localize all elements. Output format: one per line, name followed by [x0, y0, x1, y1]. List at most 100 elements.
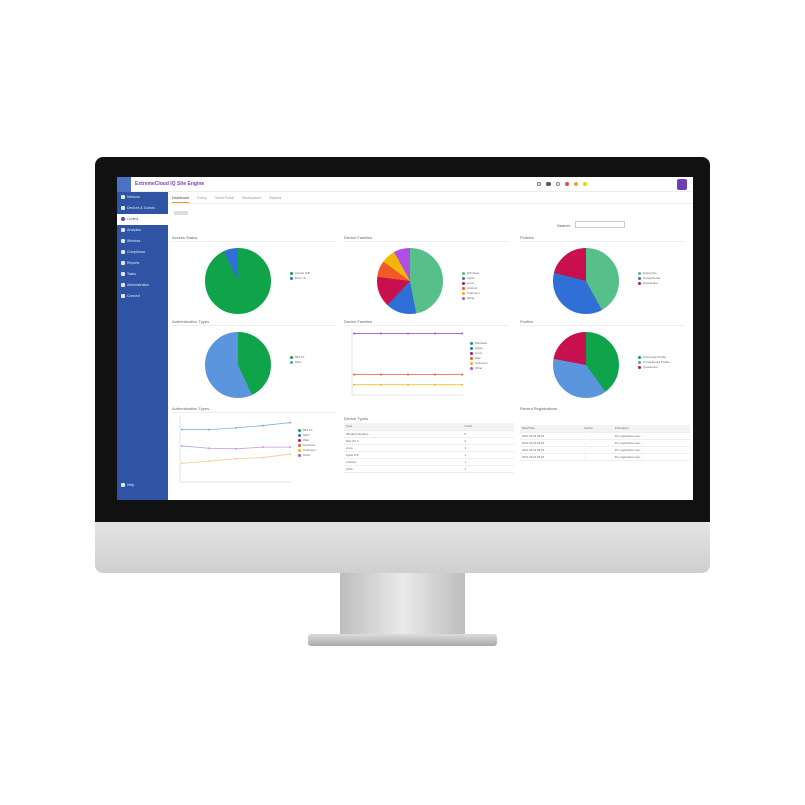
panel-title: Recent Registrations: [520, 406, 558, 411]
legend: Windows Apple Linux Mac Unknown Other: [470, 341, 488, 371]
legend-item[interactable]: Apple: [462, 276, 480, 281]
legend-item[interactable]: Enterprise Profile: [638, 355, 670, 360]
legend-item[interactable]: 802.1X: [298, 428, 316, 433]
data-point: [262, 456, 264, 459]
table-row[interactable]: 2021-05-02 09:18- Pre-registration user .…: [520, 432, 690, 440]
table-row[interactable]: 2021-05-02 09:18- Pre-registration user .…: [520, 446, 690, 454]
legend-label: 802.1X: [295, 355, 305, 359]
avatar[interactable]: [677, 179, 687, 190]
data-point: [461, 332, 463, 335]
column-header[interactable]: Date/Time: [520, 425, 583, 433]
search-icon[interactable]: [537, 182, 541, 186]
table-cell: 2021-05-02 09:18: [520, 446, 583, 454]
tab[interactable]: Reports: [269, 196, 282, 200]
legend-item[interactable]: Unknown: [470, 361, 488, 366]
table-cell: Linux: [344, 444, 463, 452]
data-point: [235, 426, 237, 429]
table-row[interactable]: Linux 1: [344, 444, 514, 452]
column-header[interactable]: Type: [344, 423, 463, 431]
column-header[interactable]: Count: [462, 423, 514, 431]
column-header[interactable]: Information: [612, 425, 690, 433]
legend-item[interactable]: Quarantine: [638, 365, 670, 370]
data-point: [235, 447, 237, 450]
legend-item[interactable]: 802.1X: [290, 355, 305, 360]
sidebar-item[interactable]: Reports: [117, 258, 168, 269]
warning-icon[interactable]: [574, 182, 578, 186]
chart-panel: Profiles Enterprise Profile Unregistered P…: [520, 319, 690, 403]
search-input[interactable]: [575, 221, 625, 228]
legend-item[interactable]: Quarantine: [638, 281, 660, 286]
table-cell: 1: [462, 458, 514, 466]
legend-label: MAC: [295, 360, 302, 364]
legend-item[interactable]: Unregistered Profile: [638, 360, 670, 365]
legend-item[interactable]: Android: [462, 286, 480, 291]
legend-item[interactable]: Other: [462, 296, 480, 301]
legend: 802.1X MAC: [290, 355, 305, 365]
legend: Enterprise Profile Unregistered Profile Qu…: [638, 355, 670, 370]
legend-item[interactable]: Windows: [470, 341, 488, 346]
legend-item[interactable]: MAC: [290, 360, 305, 365]
table-cell: -: [582, 453, 613, 461]
table-row[interactable]: Android 1: [344, 458, 514, 466]
panel-title: Access Status: [172, 235, 198, 240]
tab[interactable]: Guest Portal: [214, 196, 234, 200]
column-header[interactable]: Source: [582, 425, 613, 433]
legend-item[interactable]: Unknown: [462, 291, 480, 296]
alert-icon[interactable]: [565, 182, 569, 186]
sidebar-item[interactable]: Tasks: [117, 269, 168, 280]
sidebar-item[interactable]: Connect: [117, 291, 168, 302]
sidebar-item[interactable]: Devices & Guests: [117, 203, 168, 214]
legend-item[interactable]: Kerberos: [298, 443, 316, 448]
gear-icon[interactable]: [556, 182, 560, 186]
table-cell: 6: [462, 437, 514, 445]
table-row[interactable]: Windows Desktop 6: [344, 430, 514, 438]
legend-item[interactable]: Linux: [462, 281, 480, 286]
legend-label: Windows: [475, 341, 488, 345]
table-row[interactable]: Apple iOS 1: [344, 451, 514, 459]
sidebar-item[interactable]: Network: [117, 192, 168, 203]
table-row[interactable]: 2021-05-02 09:18- Pre-registration user .…: [520, 453, 690, 461]
sidebar-item[interactable]: Wireless: [117, 236, 168, 247]
sidebar-item[interactable]: Control: [117, 214, 168, 225]
cloud-icon[interactable]: [546, 182, 551, 186]
legend-item[interactable]: Enterprise: [638, 271, 660, 276]
info-icon[interactable]: [583, 182, 587, 186]
legend-label: Android: [467, 286, 478, 290]
table-row[interactable]: 2021-05-02 09:18- Pre-registration user .…: [520, 439, 690, 447]
legend-item[interactable]: Unknown: [298, 448, 316, 453]
legend-item[interactable]: MAC: [298, 433, 316, 438]
legend-item[interactable]: Windows: [462, 271, 480, 276]
tab[interactable]: Policy: [197, 196, 207, 200]
table-row[interactable]: Other 1: [344, 465, 514, 473]
pie-chart: [552, 331, 620, 399]
legend-label: Accept (18): [295, 271, 311, 275]
menu-icon[interactable]: [117, 177, 131, 192]
legend-item[interactable]: Unregistered: [638, 276, 660, 281]
sidebar-item[interactable]: Administration: [117, 280, 168, 291]
legend-item[interactable]: Linux: [470, 351, 488, 356]
tab[interactable]: Dashboard: [172, 196, 190, 203]
tab[interactable]: Workspaces: [241, 196, 262, 200]
sidebar-item[interactable]: Compliance: [117, 247, 168, 258]
chart-panel: Device Families Windows Apple Linux Android U…: [344, 235, 514, 319]
filter-dropdown[interactable]: [174, 211, 188, 215]
legend-item[interactable]: Other: [298, 453, 316, 458]
legend-item[interactable]: Web: [298, 438, 316, 443]
legend-item[interactable]: Error (1): [290, 276, 310, 281]
legend-label: Unknown: [475, 361, 488, 365]
sidebar-help[interactable]: Help: [117, 480, 168, 491]
legend-item[interactable]: Other: [470, 366, 488, 371]
legend-item[interactable]: Accept (18): [290, 271, 310, 276]
sidebar-item[interactable]: Analytics: [117, 225, 168, 236]
tab-bar: Dashboard Policy Guest Portal Workspaces Rep…: [172, 196, 281, 203]
legend-label: Other: [303, 453, 311, 457]
table-cell: 2021-05-02 09:18: [520, 439, 583, 447]
app-title: ExtremeCloud IQ Site Engine: [135, 181, 205, 187]
legend-item[interactable]: Apple: [470, 346, 488, 351]
table-cell: Pre-registration user ...: [612, 432, 690, 440]
legend-label: Mac: [475, 356, 481, 360]
table-cell: 1: [462, 451, 514, 459]
chart-panel: Policies Enterprise Unregistered Quarantine: [520, 235, 690, 319]
legend-item[interactable]: Mac: [470, 356, 488, 361]
